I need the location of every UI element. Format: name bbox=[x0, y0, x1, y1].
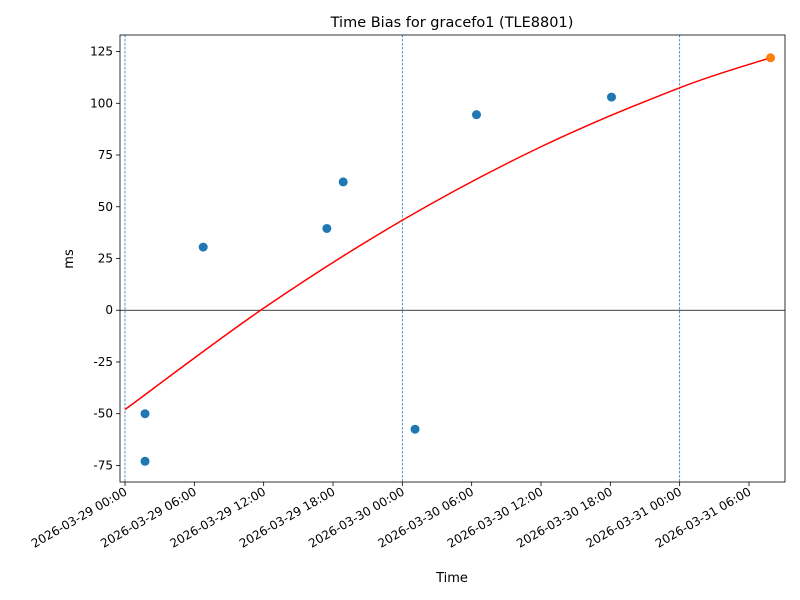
data-point bbox=[410, 424, 420, 434]
y-tick-label: 100 bbox=[90, 96, 113, 110]
y-tick-label: 50 bbox=[98, 200, 113, 214]
data-point bbox=[140, 456, 150, 466]
data-point bbox=[606, 92, 616, 102]
fit-line bbox=[124, 57, 771, 411]
y-tick-label: 0 bbox=[105, 303, 113, 317]
y-tick-label: -25 bbox=[93, 355, 113, 369]
latest-data-point bbox=[766, 53, 776, 63]
x-axis-label: Time bbox=[435, 571, 468, 586]
y-tick-label: 25 bbox=[98, 252, 113, 266]
data-point bbox=[322, 223, 332, 233]
y-axis-label: ms bbox=[62, 249, 77, 269]
axes-frame bbox=[119, 34, 786, 483]
y-tick-label: 125 bbox=[90, 45, 113, 59]
data-point bbox=[140, 409, 150, 419]
data-point bbox=[338, 177, 348, 187]
chart-title: Time Bias for gracefo1 (TLE8801) bbox=[330, 15, 574, 31]
data-point bbox=[471, 110, 481, 120]
y-tick-label: -50 bbox=[93, 407, 113, 421]
y-tick-label: 75 bbox=[98, 148, 113, 162]
data-point bbox=[198, 242, 208, 252]
y-tick-label: -75 bbox=[93, 458, 113, 472]
